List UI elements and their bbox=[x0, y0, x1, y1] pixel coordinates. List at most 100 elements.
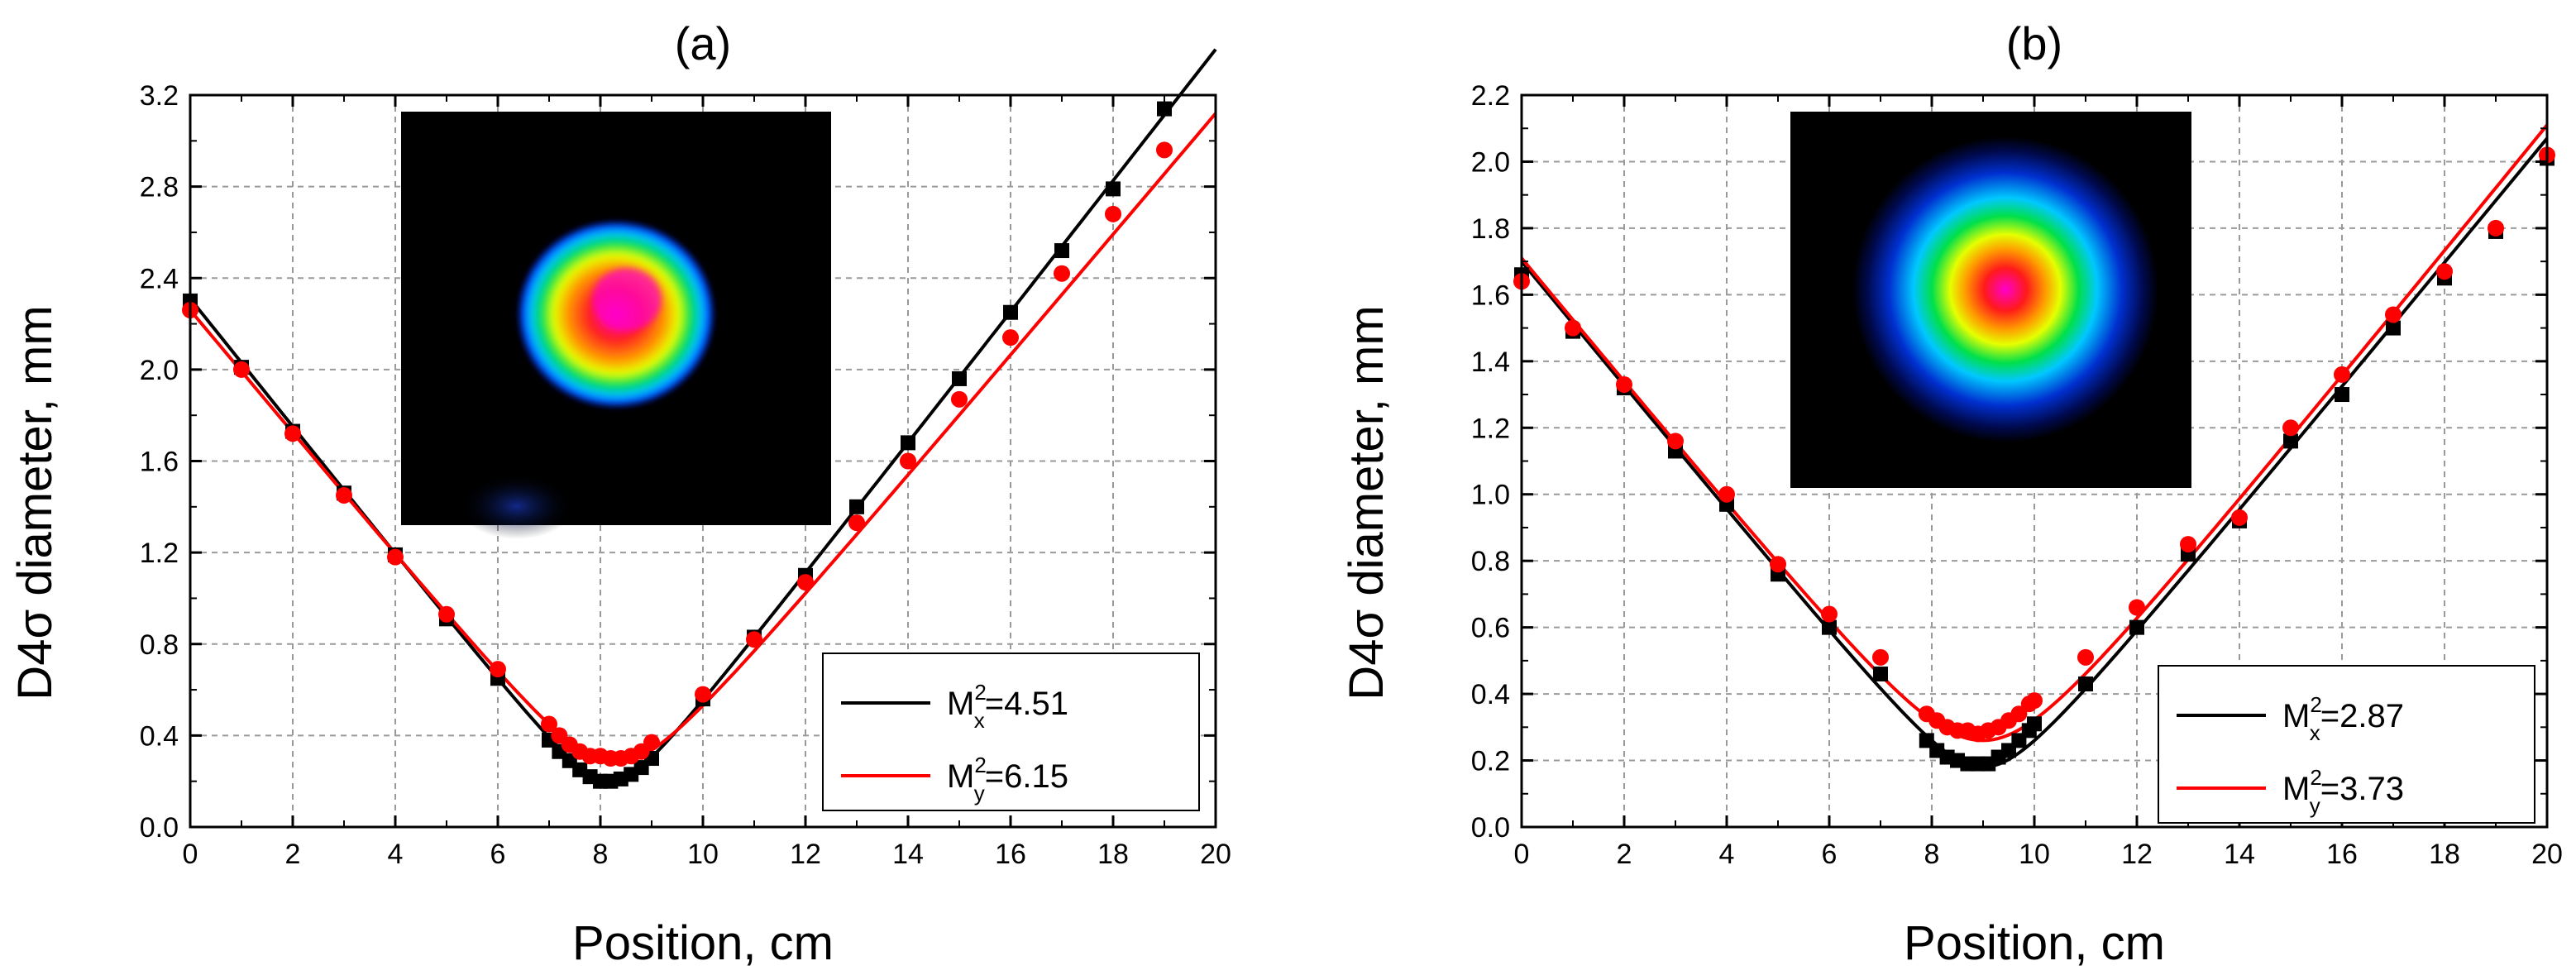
x-tick-label: 2 bbox=[285, 839, 301, 870]
circle-point bbox=[1718, 485, 1735, 503]
axis-ticks: 0 2 4 6 8 10 12 14 16 18 20 0.0 0.4 0.8 1.2 1.6 2.0 2.4 2.… bbox=[140, 80, 1231, 870]
x-tick-label: 0 bbox=[1514, 839, 1530, 870]
legend-label: M2 x=4.51 bbox=[947, 680, 1068, 733]
y-axis-title: D4σ diameter, mm bbox=[1340, 305, 1393, 700]
legend-label: M2 x=2.87 bbox=[2282, 692, 2404, 745]
axis-ticks: 0 2 4 6 8 10 12 14 16 18 20 0.0 0.2 0.4 0.6 0.8 1.0 1.2 1.… bbox=[1471, 80, 2563, 870]
x-tick-label: 4 bbox=[388, 839, 404, 870]
x-axis-title: Position, cm bbox=[1904, 916, 2165, 970]
square-point bbox=[901, 435, 915, 451]
y-tick-label: 0.4 bbox=[140, 720, 179, 752]
beam-profile-image bbox=[401, 112, 831, 539]
y-tick-label: 0.8 bbox=[1471, 546, 1510, 577]
circle-point bbox=[951, 390, 968, 408]
circle-point bbox=[1002, 329, 1019, 347]
y-tick-label: 0.2 bbox=[1471, 746, 1510, 777]
x-tick-label: 6 bbox=[490, 839, 506, 870]
circle-point bbox=[695, 686, 711, 703]
y-tick-label: 2.4 bbox=[140, 263, 179, 294]
x-tick-label: 20 bbox=[2531, 839, 2563, 870]
y-tick-label: 2.0 bbox=[1471, 146, 1510, 178]
circle-point bbox=[1821, 605, 1838, 623]
circle-point bbox=[2385, 306, 2402, 323]
square-point bbox=[2335, 387, 2349, 403]
x-tick-label: 12 bbox=[2121, 839, 2153, 870]
x-tick-label: 14 bbox=[892, 839, 924, 870]
square-point bbox=[1106, 181, 1121, 197]
y-tick-label: 0.0 bbox=[1471, 812, 1510, 844]
legend: M2 x=4.51 M2 y=6.15 bbox=[822, 653, 1200, 811]
legend-box bbox=[822, 653, 1200, 811]
circle-point bbox=[233, 361, 250, 378]
data-points bbox=[1513, 146, 2555, 772]
circle-point bbox=[1105, 205, 1121, 222]
circle-point bbox=[1054, 265, 1070, 282]
circle-point bbox=[2282, 419, 2299, 437]
legend: M2 x=2.87 M2 y=3.73 bbox=[2158, 665, 2535, 824]
square-point bbox=[2386, 320, 2401, 336]
square-point bbox=[1003, 304, 1018, 320]
circle-point bbox=[2010, 705, 2028, 723]
circle-point bbox=[2334, 366, 2350, 383]
x-tick-label: 2 bbox=[1617, 839, 1632, 870]
circle-point bbox=[2488, 219, 2504, 237]
y-tick-label: 0.0 bbox=[140, 812, 179, 844]
circle-point bbox=[900, 452, 916, 470]
square-point bbox=[2129, 619, 2144, 635]
y-tick-label: 1.6 bbox=[140, 447, 179, 478]
circle-point bbox=[2129, 599, 2145, 616]
y-tick-label: 3.2 bbox=[140, 80, 179, 112]
circle-point bbox=[1616, 375, 1632, 393]
y-tick-label: 1.2 bbox=[1471, 413, 1510, 444]
square-point bbox=[1054, 243, 1069, 259]
legend-label: M2 y=3.73 bbox=[2282, 765, 2404, 818]
panel-title: (b) bbox=[2006, 17, 2062, 69]
fit-line bbox=[1520, 137, 2549, 769]
circle-point bbox=[1770, 556, 1786, 573]
circle-point bbox=[643, 734, 660, 751]
legend-box bbox=[2158, 665, 2535, 824]
x-tick-label: 4 bbox=[1719, 839, 1735, 870]
circle-point bbox=[1667, 433, 1684, 450]
circle-point bbox=[387, 548, 404, 566]
y-tick-label: 1.6 bbox=[1471, 280, 1510, 311]
circle-point bbox=[1872, 648, 1889, 666]
square-point bbox=[1873, 666, 1888, 681]
y-tick-label: 2.2 bbox=[1471, 80, 1510, 112]
circle-point bbox=[2231, 509, 2248, 526]
x-tick-label: 8 bbox=[1924, 839, 1940, 870]
circle-point bbox=[2436, 263, 2453, 280]
circle-point bbox=[848, 514, 865, 532]
x-tick-label: 16 bbox=[2326, 839, 2358, 870]
x-tick-label: 20 bbox=[1200, 839, 1231, 870]
data-points bbox=[182, 101, 1173, 789]
square-point bbox=[1157, 101, 1172, 117]
circle-point bbox=[2077, 648, 2094, 666]
y-tick-label: 1.8 bbox=[1471, 213, 1510, 245]
y-tick-label: 0.8 bbox=[140, 629, 179, 661]
x-tick-label: 16 bbox=[995, 839, 1026, 870]
x-axis-title: Position, cm bbox=[572, 916, 834, 970]
legend-label: M2 y=6.15 bbox=[947, 753, 1068, 806]
panel-title: (a) bbox=[675, 17, 731, 69]
panel-a: 0 2 4 6 8 10 12 14 16 18 20 0.0 0.4 0.8 1.2 1.6 2.0 2.4 2.… bbox=[8, 17, 1231, 970]
x-tick-label: 12 bbox=[790, 839, 821, 870]
circle-point bbox=[336, 486, 352, 504]
x-tick-label: 14 bbox=[2224, 839, 2255, 870]
square-point bbox=[2283, 433, 2298, 449]
circle-point bbox=[284, 425, 301, 442]
y-tick-label: 1.0 bbox=[1471, 480, 1510, 511]
circle-point bbox=[746, 631, 762, 648]
y-tick-label: 2.0 bbox=[140, 355, 179, 386]
square-point bbox=[2027, 716, 2042, 732]
beam-profile-image bbox=[1790, 112, 2191, 488]
x-tick-label: 18 bbox=[2429, 839, 2460, 870]
y-tick-label: 2.8 bbox=[140, 172, 179, 203]
panel-b: 0 2 4 6 8 10 12 14 16 18 20 0.0 0.2 0.4 0.6 0.8 1.0 1.2 1.… bbox=[1340, 17, 2563, 970]
x-tick-label: 10 bbox=[2019, 839, 2050, 870]
circle-point bbox=[797, 574, 814, 591]
y-tick-label: 0.6 bbox=[1471, 613, 1510, 644]
circle-point bbox=[2180, 536, 2196, 553]
y-tick-label: 1.4 bbox=[1471, 347, 1510, 378]
